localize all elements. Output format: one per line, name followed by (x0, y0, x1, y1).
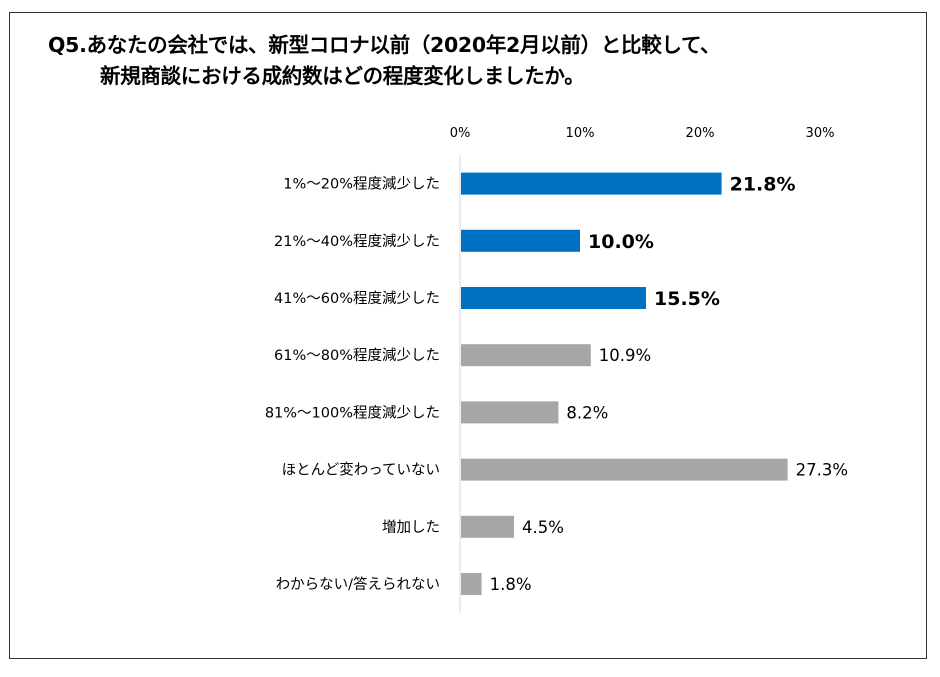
data-label: 15.5% (654, 288, 720, 310)
title-line-2: 新規商談における成約数はどの程度変化しましたか。 (100, 64, 585, 88)
data-label: 1.8% (490, 575, 532, 594)
category-label: 41%～60%程度減少した (274, 290, 440, 307)
chart-frame (9, 12, 927, 659)
bar (461, 172, 722, 195)
bar (461, 401, 559, 424)
bar (461, 515, 514, 538)
data-label: 10.9% (599, 346, 651, 365)
bar (461, 344, 591, 367)
data-label: 8.2% (566, 403, 608, 422)
data-label: 21.8% (730, 174, 796, 196)
x-tick-label: 0% (450, 126, 471, 141)
bar (461, 573, 482, 595)
chart-title: Q5.あなたの会社では、新型コロナ以前（2020年2月以前）と比較して、新規商談… (48, 30, 721, 92)
data-label: 4.5% (522, 518, 564, 537)
category-label: 21%～40%程度減少した (274, 233, 440, 250)
bar (461, 229, 580, 252)
x-tick-label: 20% (686, 126, 715, 141)
category-label: 61%～80%程度減少した (274, 347, 440, 364)
category-label: 増加した (382, 519, 440, 536)
category-label: ほとんど変わっていない (282, 462, 440, 479)
bar (461, 458, 788, 481)
x-tick-label: 10% (566, 126, 595, 141)
data-label: 27.3% (796, 461, 848, 480)
category-label: わからない/答えられない (276, 576, 440, 593)
category-label: 81%～100%程度減少した (265, 404, 440, 421)
category-label: 1%～20%程度減少した (283, 176, 440, 193)
title-line-1: Q5.あなたの会社では、新型コロナ以前（2020年2月以前）と比較して、 (48, 33, 721, 57)
data-label: 10.0% (588, 231, 654, 253)
x-tick-label: 30% (806, 126, 835, 141)
bar (461, 287, 646, 309)
